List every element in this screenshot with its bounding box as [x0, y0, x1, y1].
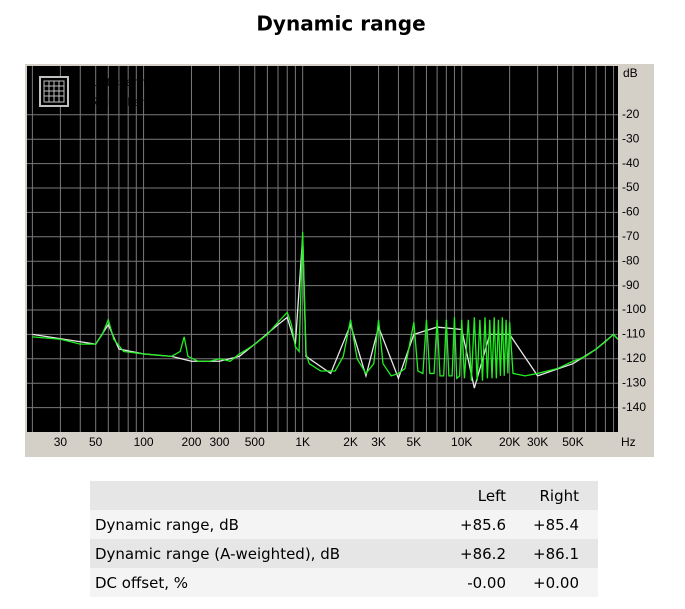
- table-cell: DC offset, %: [95, 574, 188, 592]
- table-header-row: [90, 481, 598, 510]
- y-tick-label: -110: [622, 327, 645, 341]
- y-tick-label: -120: [622, 351, 646, 365]
- x-tick-label: 2K: [343, 435, 358, 449]
- table-cell: Dynamic range (A-weighted), dB: [95, 545, 340, 563]
- plot-area: [27, 66, 618, 432]
- y-tick-label: -130: [622, 375, 646, 389]
- y-tick-label: -100: [622, 302, 646, 316]
- y-tick-label: -30: [622, 131, 640, 145]
- legend-label: Left channel: [90, 75, 155, 89]
- x-tick-label: 30K: [527, 435, 548, 449]
- y-tick-label: -90: [622, 278, 640, 292]
- x-tick-label: 300: [209, 435, 229, 449]
- y-tick-label: -50: [622, 180, 640, 194]
- x-tick-label: 50K: [562, 435, 583, 449]
- table-cell: -0.00: [467, 574, 506, 592]
- y-tick-label: -140: [622, 400, 646, 414]
- table-cell: Dynamic range, dB: [95, 516, 239, 534]
- y-tick-label: -40: [622, 156, 640, 170]
- x-tick-label: 3K: [371, 435, 386, 449]
- x-tick-label: 200: [181, 435, 201, 449]
- x-tick-label: 500: [245, 435, 265, 449]
- x-tick-label: 100: [134, 435, 154, 449]
- y-tick-label: -80: [622, 253, 640, 267]
- y-tick-label: -20: [622, 107, 640, 121]
- table-row: [90, 510, 598, 539]
- series-line: [32, 231, 618, 381]
- x-tick-label: 20K: [499, 435, 520, 449]
- x-tick-label: 30: [54, 435, 68, 449]
- table-cell: +86.2: [460, 545, 506, 563]
- table-header-cell: Right: [540, 487, 580, 505]
- x-tick-label: 10K: [451, 435, 472, 449]
- table-cell: +85.4: [533, 516, 579, 534]
- y-unit: dB: [623, 66, 638, 80]
- legend-label: Right channel: [90, 95, 163, 109]
- table-cell: +0.00: [533, 574, 579, 592]
- y-tick-label: -70: [622, 229, 640, 243]
- table-row: [90, 539, 598, 568]
- y-tick-label: -60: [622, 205, 640, 219]
- table-row: [90, 568, 598, 597]
- legend-icon: [39, 76, 69, 107]
- x-unit: Hz: [621, 435, 636, 449]
- table-cell: +85.6: [460, 516, 506, 534]
- table-cell: +86.1: [533, 545, 579, 563]
- chart-title: Dynamic range: [256, 12, 425, 36]
- x-tick-label: 1K: [295, 435, 310, 449]
- x-tick-label: 50: [89, 435, 103, 449]
- x-tick-label: 5K: [407, 435, 422, 449]
- table-header-cell: Left: [478, 487, 506, 505]
